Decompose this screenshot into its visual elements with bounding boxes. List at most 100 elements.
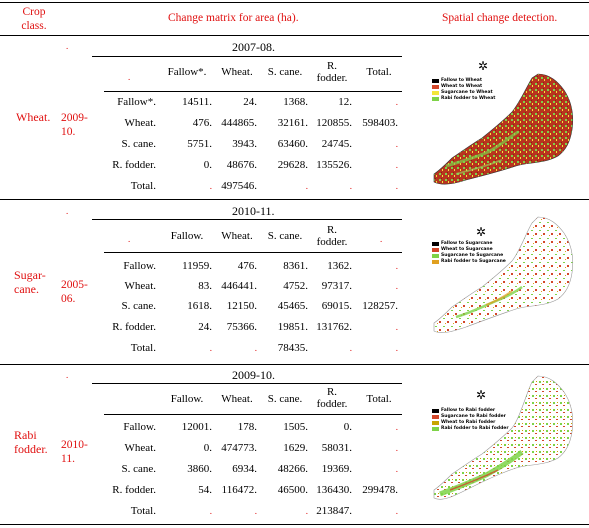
- matrix-cell: 3860.: [187, 463, 212, 475]
- col-header: Fallow.: [170, 393, 204, 405]
- matrix-cell: 83.: [198, 280, 212, 292]
- col-header: Fallow*.: [167, 66, 207, 78]
- matrix-cell: 446441.: [221, 280, 257, 292]
- spatial-map-wheat: Fallow to Wheat Wheat to Wheat Sugarcane t…: [426, 46, 586, 196]
- matrix-cell: .: [395, 422, 398, 432]
- matrix-cell: 12001.: [181, 421, 212, 433]
- matrix-cell: 8361.: [283, 260, 308, 272]
- matrix-cell: 12150.: [226, 300, 257, 312]
- row-label: Fallow.: [123, 421, 156, 433]
- matrix-cell: 54.: [198, 484, 212, 496]
- year-from-label: 2010-11.: [61, 439, 88, 465]
- row-label: Wheat.: [124, 442, 156, 454]
- matrix-cell: .: [254, 343, 257, 353]
- legend-item: Wheat to Rabi fodder: [432, 420, 509, 426]
- matrix-cell: 4752.: [283, 280, 308, 292]
- matrix-cell: 1629.: [283, 442, 308, 454]
- row-label: Total.: [130, 180, 156, 192]
- legend-swatch: [432, 79, 439, 83]
- row-label: R. fodder.: [112, 321, 156, 333]
- legend-item: Rabi fodder to Sugarcane: [432, 259, 506, 265]
- matrix-cell: 1362.: [327, 260, 352, 272]
- legend-item: Fallow to Rabi fodder: [432, 408, 509, 414]
- matrix-cell: 1505.: [283, 421, 308, 433]
- matrix-cell: .: [395, 160, 398, 170]
- year-to-label: 2009-10.: [232, 368, 275, 382]
- row-label: Fallow*.: [117, 96, 156, 108]
- matrix-cell: 136430.: [316, 484, 352, 496]
- spatial-change-header: Spatial change detection.: [442, 12, 558, 24]
- matrix-cell: .: [395, 322, 398, 332]
- row-label: Wheat.: [124, 117, 156, 129]
- matrix-cell: 474773.: [221, 442, 257, 454]
- row-label: Total.: [130, 342, 156, 354]
- row-label: R. fodder.: [112, 159, 156, 171]
- legend-item: Wheat to Sugarcane: [432, 247, 506, 253]
- legend-item: Rabi fodder to Rabi fodder: [432, 426, 509, 432]
- matrix-cell: 598403.: [362, 117, 398, 129]
- matrix-cell: 29628.: [277, 159, 308, 171]
- matrix-cell: 1368.: [283, 96, 308, 108]
- matrix-cell: .: [305, 181, 308, 191]
- matrix-cell: 97317.: [321, 280, 352, 292]
- col-header: Wheat.: [221, 230, 253, 242]
- north-arrow-icon: ✲: [478, 59, 489, 73]
- crop-label: Rabi fodder.: [14, 428, 48, 456]
- legend-item: Wheat to Wheat: [432, 84, 495, 90]
- matrix-cell: 476.: [237, 260, 257, 272]
- matrix-cell: .: [395, 506, 398, 516]
- matrix-cell: 78435.: [277, 342, 308, 354]
- row-label: S. cane.: [121, 300, 156, 312]
- col-header: S. cane.: [267, 393, 303, 405]
- matrix-cell: 45465.: [277, 300, 308, 312]
- col-header: R. fodder.: [316, 224, 348, 248]
- legend-label: Sugarcane to Rabi fodder: [441, 414, 506, 419]
- legend-label: Rabi fodder to Wheat: [441, 96, 496, 101]
- legend-swatch: [432, 260, 439, 264]
- year-to-label: 2007-08.: [232, 40, 275, 54]
- matrix-cell: 497546.: [221, 180, 257, 192]
- year-to-label: 2010-11.: [232, 204, 275, 218]
- matrix-cell: 0.: [203, 442, 212, 454]
- matrix-cell: 75366.: [226, 321, 257, 333]
- row-label: S. cane.: [121, 463, 156, 475]
- matrix-cell: 63460.: [277, 138, 308, 150]
- legend-swatch: [432, 427, 439, 431]
- matrix-cell: .: [395, 181, 398, 191]
- matrix-cell: 58031.: [321, 442, 352, 454]
- change-matrix-header: Change matrix for area (ha).: [168, 12, 299, 24]
- legend-label: Sugarcane to Wheat: [441, 90, 493, 95]
- matrix-cell: 48676.: [226, 159, 257, 171]
- legend-item: Fallow to Wheat: [432, 78, 495, 84]
- matrix-cell: .: [209, 506, 212, 516]
- row-label: Total.: [130, 505, 156, 517]
- legend-swatch: [432, 421, 439, 425]
- matrix-cell: 444865.: [221, 117, 257, 129]
- year-from-label: 2009-10.: [61, 112, 88, 138]
- matrix-cell: .: [254, 506, 257, 516]
- legend-swatch: [432, 85, 439, 89]
- legend-swatch: [432, 97, 439, 101]
- matrix-cell: .: [395, 261, 398, 271]
- legend-item: Sugarcane to Wheat: [432, 90, 495, 96]
- matrix-cell: .: [349, 181, 352, 191]
- spatial-map-sugarcane: Fallow to Sugarcane Wheat to Sugarcane Sug…: [426, 205, 586, 355]
- matrix-cell: 1618.: [187, 300, 212, 312]
- legend-swatch: [432, 91, 439, 95]
- matrix-cell: 12.: [338, 96, 352, 108]
- matrix-cell: 19851.: [277, 321, 308, 333]
- col-header: Total.: [366, 66, 392, 78]
- matrix-cell: 48266.: [277, 463, 308, 475]
- legend-swatch: [432, 415, 439, 419]
- crop-label: Wheat.: [16, 110, 51, 124]
- col-header: S. cane.: [267, 66, 303, 78]
- col-header: Wheat.: [221, 66, 253, 78]
- col-header: Wheat.: [221, 393, 253, 405]
- row-label: R. fodder.: [112, 484, 156, 496]
- row-label: Fallow.: [123, 260, 156, 272]
- matrix-cell: 476.: [192, 117, 212, 129]
- north-arrow-icon: ✲: [476, 388, 487, 402]
- matrix-cell: 6934.: [232, 463, 257, 475]
- legend-label: Fallow to Sugarcane: [441, 241, 493, 246]
- crop-class-header: Crop class.: [21, 6, 47, 32]
